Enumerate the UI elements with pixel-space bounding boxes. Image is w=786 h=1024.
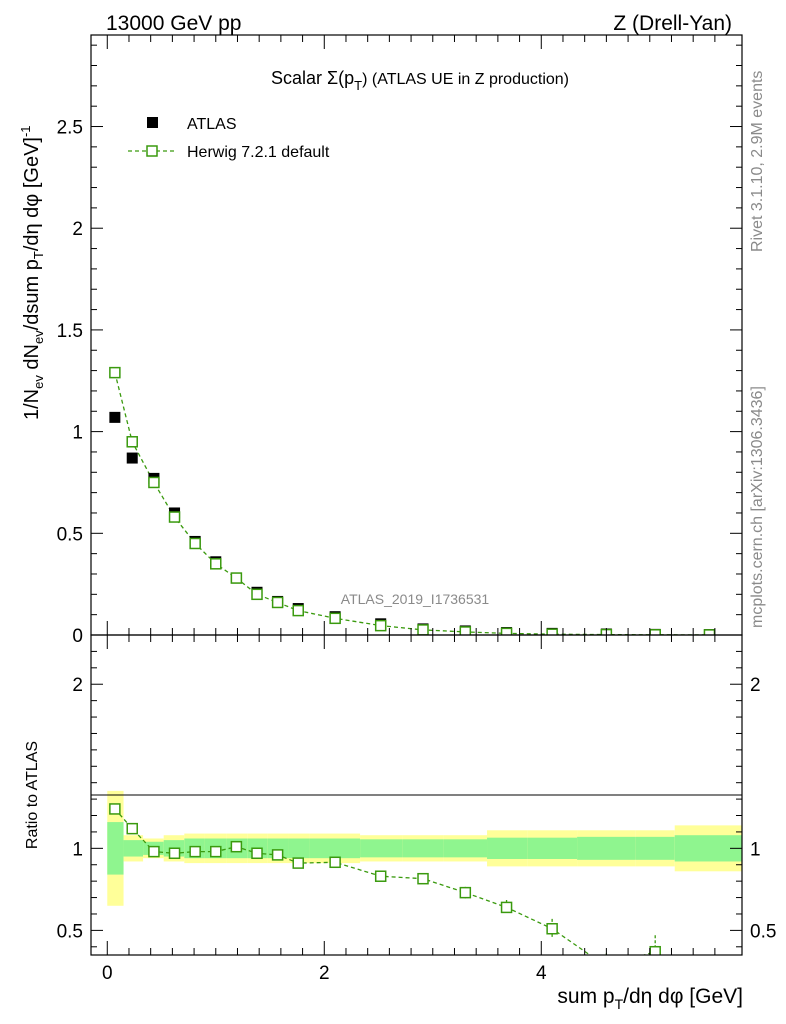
ratio-point bbox=[500, 901, 513, 914]
header-right: Z (Drell-Yan) bbox=[613, 12, 732, 35]
ratio-point bbox=[374, 870, 387, 882]
ratio-point bbox=[189, 845, 201, 858]
ratio-point bbox=[230, 840, 243, 853]
ratio-ytick-label: 2 bbox=[72, 675, 83, 696]
main-ytick-label: 0.5 bbox=[57, 524, 83, 545]
uncertainty-band-inner bbox=[123, 840, 144, 857]
xtick-label: 4 bbox=[536, 963, 547, 984]
atlas-point bbox=[109, 411, 121, 423]
herwig-point bbox=[230, 572, 243, 584]
xtick-label: 0 bbox=[102, 963, 113, 984]
herwig-point bbox=[148, 476, 160, 489]
ratio-ylabel: Ratio to ATLAS bbox=[24, 741, 41, 849]
chart-title-suffix: ) (ATLAS UE in Z production) bbox=[362, 71, 569, 88]
uncertainty-band-inner bbox=[487, 837, 528, 859]
ratio-point bbox=[601, 961, 611, 971]
uncertainty-band-inner bbox=[402, 839, 444, 858]
ratio-ytick-label-right: 2 bbox=[750, 675, 761, 696]
ratio-point bbox=[251, 847, 263, 860]
ratio-point bbox=[168, 847, 181, 860]
ratio-point bbox=[417, 872, 429, 885]
rivet-label: Rivet 3.1.10, 2.9M events bbox=[749, 71, 766, 252]
herwig-point bbox=[189, 537, 201, 550]
herwig-point bbox=[210, 558, 222, 570]
xlabel: sum pT/dη dφ [GeV] bbox=[557, 985, 743, 1012]
main-ytick-label: 2.5 bbox=[57, 118, 83, 139]
mcplots-label: mcplots.cern.ch [arXiv:1306.3436] bbox=[749, 386, 766, 628]
legend-data-marker bbox=[147, 117, 158, 128]
ratio-point bbox=[292, 857, 304, 869]
uncertainty-band-inner bbox=[360, 839, 403, 858]
uncertainty-band-inner bbox=[527, 837, 578, 859]
ratio-point bbox=[459, 886, 472, 899]
ratio-ytick-label-right: 1 bbox=[750, 839, 761, 860]
legend-data-label: ATLAS bbox=[187, 116, 237, 133]
herwig-point bbox=[374, 619, 387, 632]
uncertainty-band-inner bbox=[577, 836, 636, 860]
ratio-panel: 0.5 0.5 1 1 2 2 0 2 4 bbox=[57, 634, 776, 984]
ratio-point bbox=[126, 822, 138, 835]
ratio-ytick-label-right: 0.5 bbox=[750, 921, 776, 942]
ratio-point bbox=[546, 922, 558, 935]
legend-mc-marker bbox=[146, 145, 158, 157]
chart-title: Scalar Σ(pT) (ATLAS UE in Z production) bbox=[271, 68, 569, 93]
atlas-point bbox=[126, 452, 138, 464]
herwig-point bbox=[417, 624, 429, 635]
main-panel: Scalar Σ(pT) (ATLAS UE in Z production) … bbox=[57, 34, 743, 647]
ratio-point bbox=[271, 849, 284, 861]
uncertainty-band-inner bbox=[635, 836, 675, 860]
main-ytick-label: 0 bbox=[72, 626, 83, 647]
herwig-point bbox=[329, 612, 341, 625]
herwig-point bbox=[168, 511, 181, 523]
uncertainty-band-inner bbox=[443, 839, 488, 858]
uncertainty-band-inner bbox=[107, 822, 124, 875]
ratio-point bbox=[210, 845, 222, 858]
herwig-point bbox=[546, 628, 558, 635]
xtick-label: 2 bbox=[319, 963, 330, 984]
ratio-ytick-label: 0.5 bbox=[57, 921, 83, 942]
uncertainty-band-inner bbox=[288, 838, 310, 859]
legend-mc-label: Herwig 7.2.1 default bbox=[187, 144, 330, 161]
ratio-ytick-label: 1 bbox=[72, 839, 83, 860]
ratio-point bbox=[148, 845, 160, 858]
ratio-point bbox=[109, 803, 121, 815]
herwig-point bbox=[251, 588, 263, 601]
herwig-point bbox=[271, 596, 284, 609]
main-ytick-label: 1.5 bbox=[57, 321, 83, 342]
ratio-frame bbox=[90, 634, 743, 956]
uncertainty-band-inner bbox=[309, 838, 361, 859]
legend: ATLAS Herwig 7.2.1 default bbox=[128, 116, 330, 161]
header-left: 13000 GeV pp bbox=[106, 12, 241, 35]
ratio-mc-line bbox=[114, 808, 656, 955]
herwig-point bbox=[459, 626, 472, 635]
herwig-point bbox=[500, 627, 513, 635]
main-ylabel: 1/Nev dNev/dsum pT/dη dφ [GeV]-1 bbox=[18, 125, 46, 420]
herwig-point bbox=[109, 366, 121, 379]
ratio-point bbox=[329, 856, 341, 869]
chart-title-sub: T bbox=[354, 78, 362, 93]
chart-title-prefix: Scalar Σ(p bbox=[271, 68, 354, 88]
analysis-tag: ATLAS_2019_I1736531 bbox=[341, 591, 490, 607]
main-ytick-label: 2 bbox=[72, 219, 83, 240]
main-ytick-label: 1 bbox=[72, 423, 83, 444]
herwig-point bbox=[292, 604, 304, 617]
herwig-point bbox=[126, 436, 138, 448]
